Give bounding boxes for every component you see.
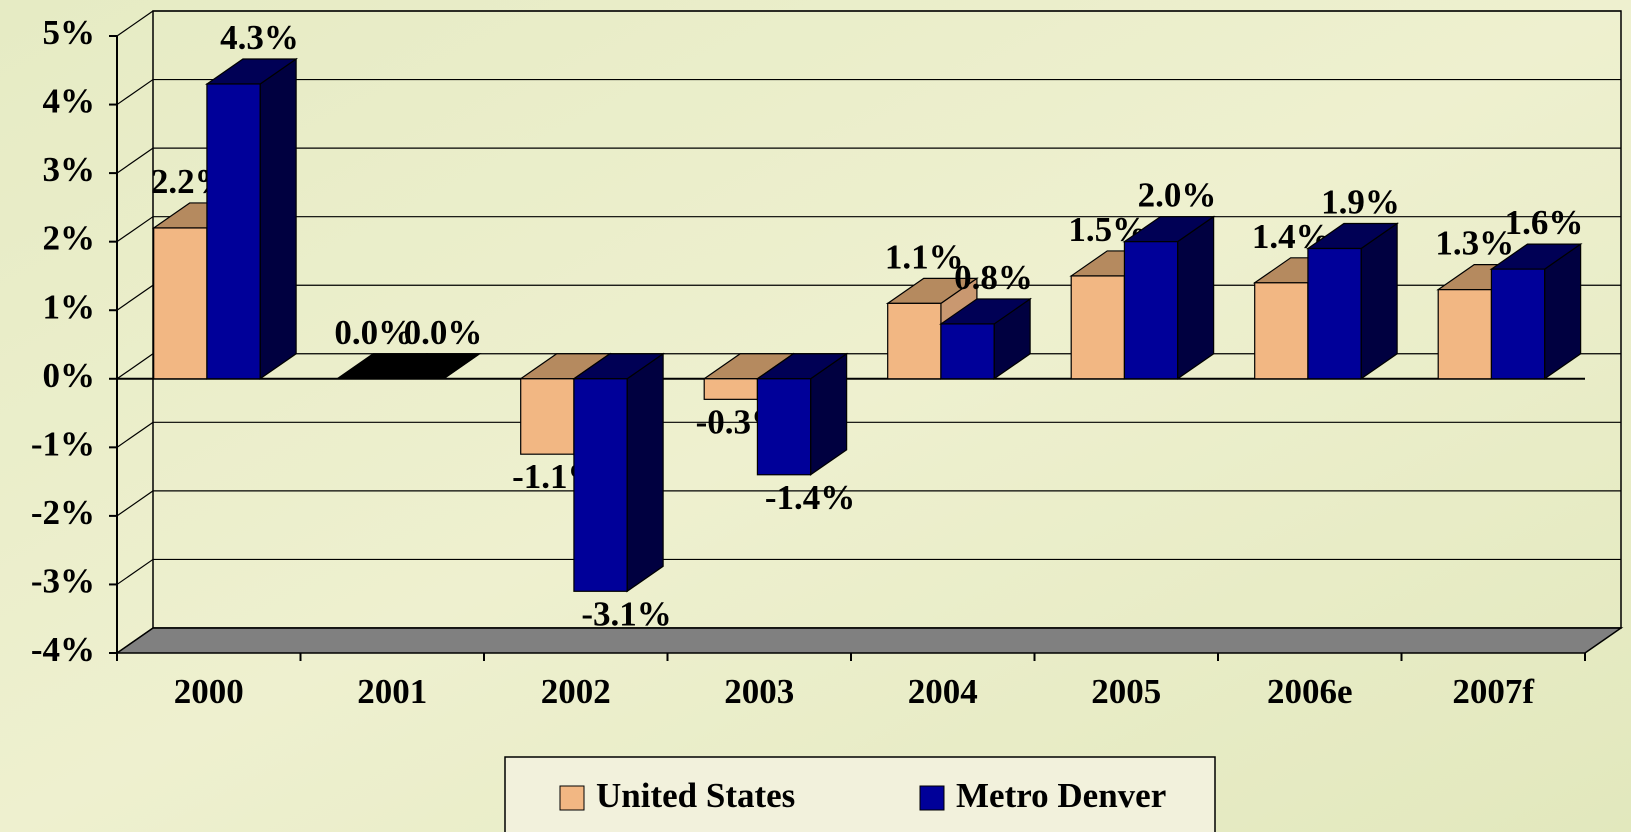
page: -4%-3%-2%-1%0%1%2%3%4%5%20002.2%4.3%2001…	[0, 0, 1631, 832]
value-label: 2.0%	[1138, 176, 1217, 215]
y-tick-label: -2%	[31, 493, 95, 532]
bar	[207, 84, 260, 379]
x-tick-label: 2000	[174, 672, 244, 711]
value-label: 4.3%	[220, 18, 299, 57]
y-tick-label: 5%	[43, 13, 96, 52]
value-label: 1.9%	[1321, 183, 1400, 222]
value-label: 1.6%	[1505, 203, 1584, 242]
bar-side	[1361, 224, 1397, 379]
y-tick-label: 1%	[43, 287, 96, 326]
bar	[704, 379, 757, 400]
y-tick-label: 4%	[43, 82, 96, 121]
value-label: 1.3%	[1435, 224, 1514, 263]
y-tick-label: -3%	[31, 561, 95, 600]
bar-side	[627, 354, 663, 592]
x-tick-label: 2006e	[1267, 672, 1353, 711]
x-tick-label: 2004	[908, 672, 978, 711]
bar-side	[260, 59, 296, 379]
value-label: -1.4%	[765, 478, 855, 517]
legend-swatch	[560, 786, 584, 810]
floor	[117, 628, 1621, 653]
bar	[154, 228, 207, 379]
bar	[757, 379, 810, 475]
bar	[888, 303, 941, 378]
bar	[1491, 269, 1544, 379]
legend-label: Metro Denver	[956, 776, 1166, 815]
chart: -4%-3%-2%-1%0%1%2%3%4%5%20002.2%4.3%2001…	[0, 0, 1631, 832]
y-tick-label: 3%	[43, 150, 96, 189]
bar	[1124, 242, 1177, 379]
bar	[1308, 249, 1361, 379]
legend-swatch	[920, 786, 944, 810]
y-tick-label: 0%	[43, 356, 96, 395]
y-tick-label: -4%	[31, 630, 95, 669]
y-tick-label: -1%	[31, 424, 95, 463]
bar	[1255, 283, 1308, 379]
y-tick-label: 2%	[43, 219, 96, 258]
value-label: 0.0%	[334, 313, 413, 352]
bar	[1071, 276, 1124, 379]
x-tick-label: 2002	[541, 672, 611, 711]
bar	[1438, 290, 1491, 379]
x-tick-label: 2007f	[1452, 672, 1534, 711]
value-label: -3.1%	[581, 594, 671, 633]
x-tick-label: 2003	[724, 672, 794, 711]
bar-side	[1178, 217, 1214, 379]
value-label: 1.1%	[885, 237, 964, 276]
bar	[941, 324, 994, 379]
value-label: 0.8%	[954, 258, 1033, 297]
value-label: 0.0%	[404, 313, 483, 352]
legend-label: United States	[596, 776, 795, 815]
bar	[574, 379, 627, 592]
bar	[521, 379, 574, 454]
x-tick-label: 2005	[1091, 672, 1161, 711]
x-tick-label: 2001	[357, 672, 427, 711]
